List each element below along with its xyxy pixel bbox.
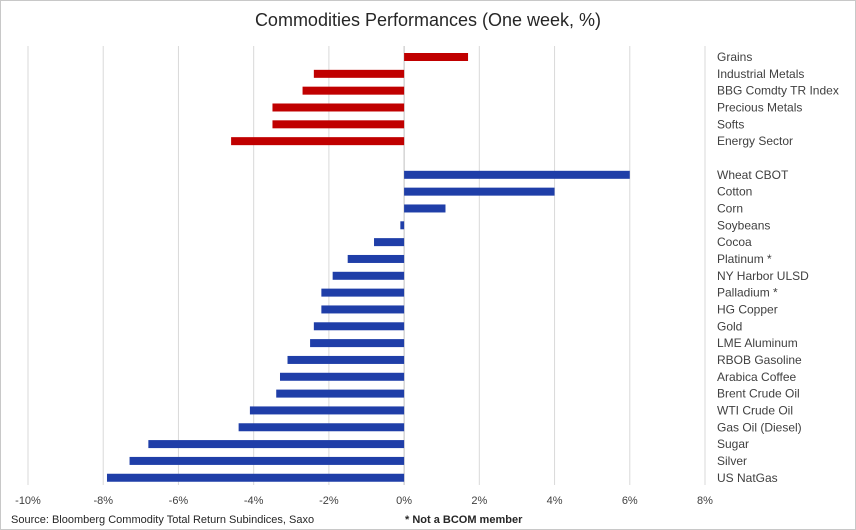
x-tick-label: -10%	[15, 495, 41, 507]
category-label: Silver	[717, 454, 747, 468]
category-label: Cotton	[717, 185, 752, 199]
category-label: HG Copper	[717, 302, 778, 316]
category-label: Gold	[717, 319, 742, 333]
gridlines	[27, 46, 706, 485]
bar	[404, 187, 555, 196]
chart-title: Commodities Performances (One week, %)	[255, 10, 601, 30]
bar	[321, 305, 405, 314]
bar	[321, 288, 405, 297]
category-label: RBOB Gasoline	[717, 353, 802, 367]
x-tick-label: -4%	[244, 495, 264, 507]
category-label: NY Harbor ULSD	[717, 269, 809, 283]
x-tick-label: 4%	[547, 495, 563, 507]
category-label: LME Aluminum	[717, 336, 798, 350]
bar	[332, 271, 405, 280]
bar	[238, 423, 405, 432]
category-label: Grains	[717, 50, 752, 64]
category-label: Platinum *	[717, 252, 772, 266]
bar	[404, 204, 446, 213]
x-tick-label: 2%	[471, 495, 487, 507]
bar	[404, 170, 630, 179]
category-label: Softs	[717, 117, 744, 131]
bar	[404, 53, 469, 61]
bcom-footnote: * Not a BCOM member	[405, 514, 523, 526]
category-label: Wheat CBOT	[717, 168, 789, 182]
category-label: Soybeans	[717, 218, 770, 232]
bar	[302, 86, 405, 95]
bars	[106, 53, 630, 482]
category-label: WTI Crude Oil	[717, 403, 793, 417]
category-label: US NatGas	[717, 471, 778, 485]
x-axis-ticks: -10% -8% -6% -4% -2% 0% 2% 4% 6% 8%	[15, 495, 713, 507]
category-label: Industrial Metals	[717, 67, 804, 81]
bar	[276, 389, 405, 398]
bar	[106, 473, 405, 482]
category-label: Brent Crude Oil	[717, 387, 800, 401]
category-label: Energy Sector	[717, 134, 793, 148]
bar	[374, 238, 405, 247]
bar	[148, 440, 405, 449]
bar	[313, 69, 405, 78]
category-labels: Grains Industrial Metals BBG Comdty TR Ind…	[717, 50, 839, 485]
x-tick-label: -2%	[319, 495, 339, 507]
category-label: Precious Metals	[717, 100, 802, 114]
bar	[279, 372, 405, 381]
x-tick-label: -6%	[169, 495, 189, 507]
x-tick-label: 0%	[396, 495, 412, 507]
x-tick-label: -8%	[93, 495, 113, 507]
x-tick-label: 8%	[697, 495, 713, 507]
source-note: Source: Bloomberg Commodity Total Return…	[11, 514, 314, 526]
bar	[249, 406, 405, 415]
bar	[313, 322, 405, 331]
category-label: Cocoa	[717, 235, 752, 249]
category-label: BBG Comdty TR Index	[717, 84, 839, 98]
category-label: Arabica Coffee	[717, 370, 796, 384]
category-label: Sugar	[717, 437, 749, 451]
bar	[347, 254, 405, 263]
category-label: Palladium *	[717, 286, 778, 300]
bar	[400, 221, 405, 230]
category-label: Corn	[717, 201, 743, 215]
category-label: Gas Oil (Diesel)	[717, 420, 802, 434]
bar	[231, 137, 405, 146]
bar	[129, 456, 405, 465]
bar	[287, 355, 405, 364]
bar	[272, 120, 405, 129]
bar	[272, 103, 405, 112]
bar	[310, 339, 405, 348]
x-tick-label: 6%	[622, 495, 638, 507]
